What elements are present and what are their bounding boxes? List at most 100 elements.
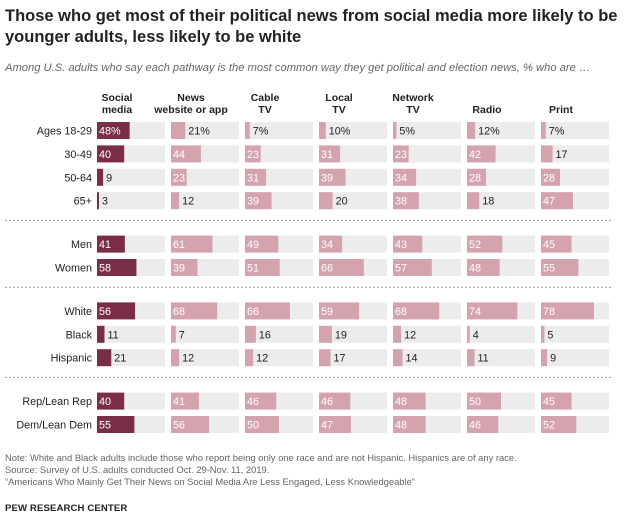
bar [245,122,250,139]
data-label: 66 [247,306,259,318]
data-label: 5% [399,126,415,138]
data-label: 17 [334,353,346,365]
bar-track [245,145,313,163]
data-label: 43 [395,239,407,251]
data-label: 21% [188,126,210,138]
bar-track [541,325,609,343]
chart-title: Those who get most of their political ne… [5,7,618,46]
bar [97,168,104,186]
column-header: TV [406,104,419,116]
bar [97,259,137,276]
data-label: 4 [473,329,479,341]
bar [467,302,518,320]
row-label: Ages 18-29 [37,126,92,138]
bar [393,259,432,276]
bar [97,192,100,210]
bar [245,192,272,210]
data-label: 23 [173,172,185,184]
row-label: White [64,306,92,318]
bar-track [319,192,387,210]
bar-track [171,122,239,139]
data-label: 23 [395,149,407,161]
bar-track [319,349,387,367]
bar [97,302,136,320]
column-header: TV [332,104,345,116]
column-header: Local [325,92,353,104]
bar [467,145,496,163]
data-label: 45 [543,396,555,408]
data-label: 28 [543,172,555,184]
data-label: 46 [321,396,333,408]
column-header: Cable [251,92,280,104]
data-label: 68 [173,306,185,318]
row-label: Hispanic [51,353,93,365]
row-label: Dem/Lean Dem [16,420,92,432]
data-label: 52 [543,420,555,432]
bar [541,392,572,410]
data-label: 20 [336,196,348,208]
column-header: Social [102,92,133,104]
bar-track [171,325,239,343]
bar-track [97,192,165,210]
bar [97,349,112,367]
bar [319,259,364,276]
data-label: 28 [469,172,481,184]
data-label: 44 [173,149,185,161]
data-label: 38 [395,196,407,208]
data-label: 55 [543,263,555,275]
data-label: 12 [404,329,416,341]
data-label: 58 [99,263,111,275]
row-label: Women [55,263,92,275]
bar [467,122,476,139]
data-label: 9 [106,172,112,184]
data-label: 39 [173,263,185,275]
bar-track [245,122,313,139]
bar [319,168,346,186]
row-label: 50-64 [64,172,92,184]
data-label: 17 [556,149,568,161]
bar [245,325,256,343]
bar [97,416,135,433]
data-label: 40 [99,396,111,408]
bar-track [393,145,461,163]
bar-track [245,325,313,343]
data-label: 51 [247,263,259,275]
data-label: 42 [469,149,481,161]
bar [393,302,440,320]
data-label: 11 [477,353,488,365]
data-label: 61 [173,239,185,251]
bar [319,235,343,253]
data-label: 9 [550,353,556,365]
data-label: 18 [482,196,494,208]
bar [171,235,213,253]
data-label: 41 [99,239,111,251]
bar [171,416,210,433]
bar-track [97,168,165,186]
row-label: Men [71,239,92,251]
bar-track [97,325,165,343]
bar [393,235,423,253]
data-label: 47 [321,420,333,432]
bar [541,416,577,433]
bar [467,259,500,276]
bar-track [171,192,239,210]
row-label: 65+ [74,196,92,208]
data-label: 7% [549,126,565,138]
bar-track [393,325,461,343]
data-label: 48 [395,396,407,408]
data-label: 14 [406,353,418,365]
bar [467,192,480,210]
data-label: 10% [329,126,351,138]
data-label: 66 [321,263,333,275]
data-label: 56 [173,420,185,432]
chart-subtitle: Among U.S. adults who say each pathway i… [5,62,591,74]
column-header: Radio [472,104,501,116]
bar-track [245,349,313,367]
bar [171,122,186,139]
bar [393,416,426,433]
bar [319,145,341,163]
bar [245,416,279,433]
bar [245,145,261,163]
bar [541,122,546,139]
data-label: 34 [321,239,333,251]
